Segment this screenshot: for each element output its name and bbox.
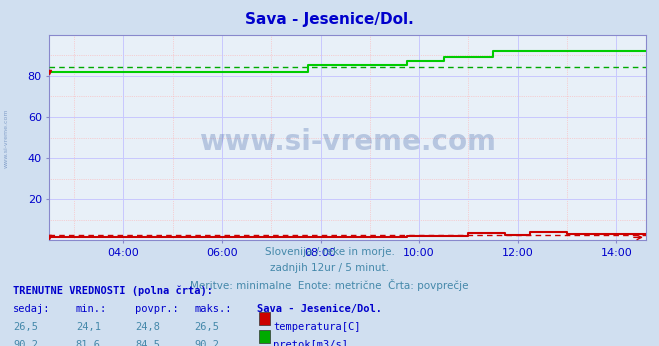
Text: 81,6: 81,6 [76, 340, 101, 346]
Text: 24,1: 24,1 [76, 322, 101, 333]
Text: Sava - Jesenice/Dol.: Sava - Jesenice/Dol. [257, 304, 382, 315]
Text: 26,5: 26,5 [194, 322, 219, 333]
Text: Meritve: minimalne  Enote: metrične  Črta: povprečje: Meritve: minimalne Enote: metrične Črta:… [190, 279, 469, 291]
Text: sedaj:: sedaj: [13, 304, 51, 315]
Text: 24,8: 24,8 [135, 322, 160, 333]
Text: 90,2: 90,2 [194, 340, 219, 346]
Text: maks.:: maks.: [194, 304, 232, 315]
Text: 90,2: 90,2 [13, 340, 38, 346]
Text: Sava - Jesenice/Dol.: Sava - Jesenice/Dol. [245, 12, 414, 27]
Text: TRENUTNE VREDNOSTI (polna črta):: TRENUTNE VREDNOSTI (polna črta): [13, 285, 213, 296]
Text: 84,5: 84,5 [135, 340, 160, 346]
Text: Slovenija / reke in morje.: Slovenija / reke in morje. [264, 247, 395, 257]
Text: povpr.:: povpr.: [135, 304, 179, 315]
Text: www.si-vreme.com: www.si-vreme.com [4, 109, 9, 168]
Text: www.si-vreme.com: www.si-vreme.com [199, 128, 496, 156]
Text: pretok[m3/s]: pretok[m3/s] [273, 340, 349, 346]
Text: 26,5: 26,5 [13, 322, 38, 333]
Text: temperatura[C]: temperatura[C] [273, 322, 361, 333]
Text: zadnjih 12ur / 5 minut.: zadnjih 12ur / 5 minut. [270, 263, 389, 273]
Text: min.:: min.: [76, 304, 107, 315]
